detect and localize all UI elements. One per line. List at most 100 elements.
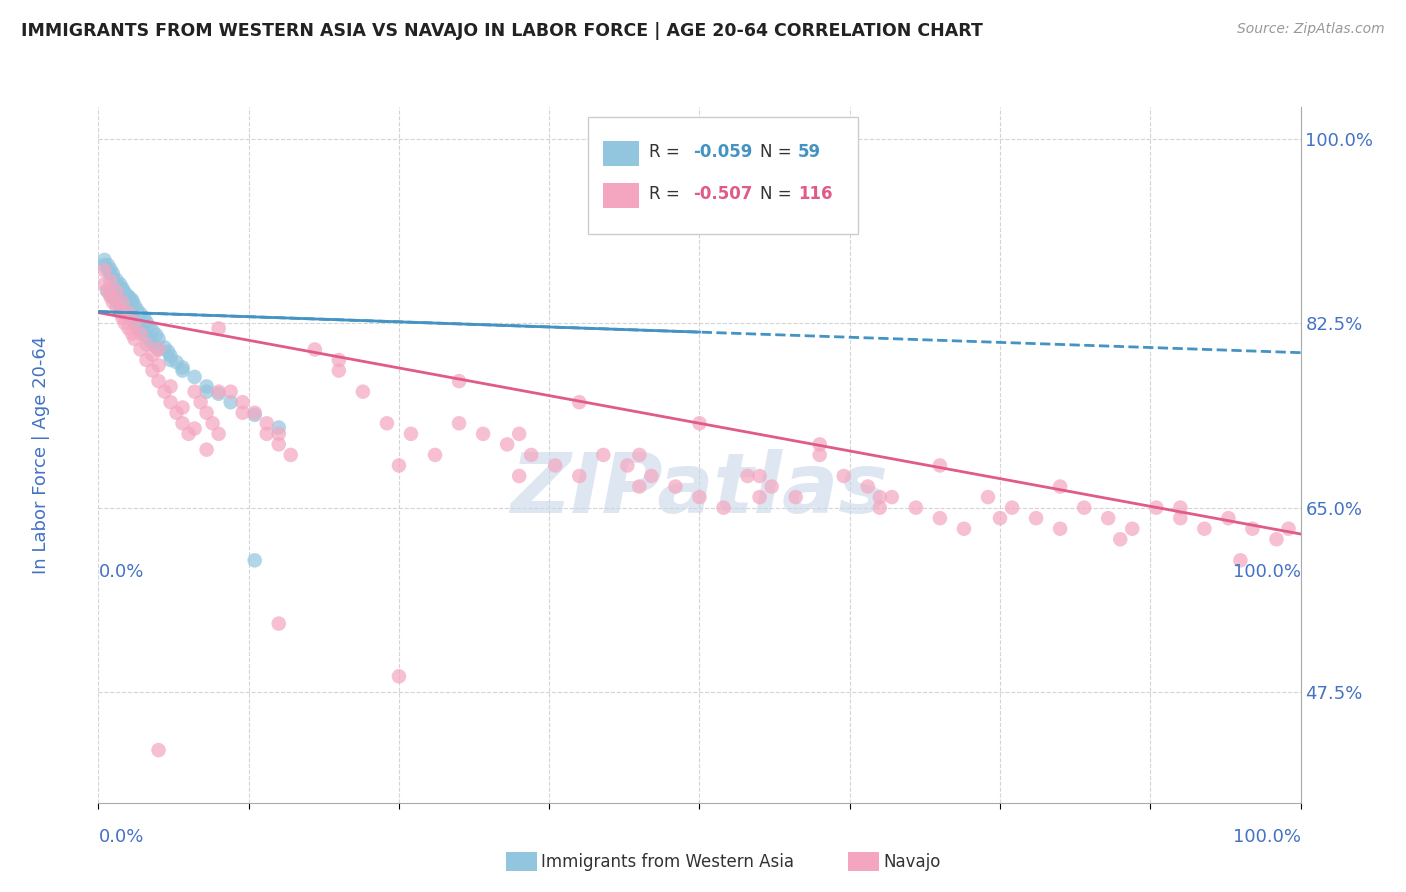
- Point: [96, 284, 118, 298]
- Point: [93, 277, 115, 292]
- Point: [139, 334, 162, 348]
- Point: [129, 343, 152, 357]
- Point: [124, 316, 146, 330]
- Text: In Labor Force | Age 20-64: In Labor Force | Age 20-64: [32, 335, 49, 574]
- Point: [111, 281, 134, 295]
- Point: [1121, 522, 1143, 536]
- Point: [640, 469, 662, 483]
- Point: [97, 285, 120, 299]
- Point: [688, 417, 710, 431]
- Point: [129, 307, 152, 321]
- Point: [195, 379, 218, 393]
- Point: [121, 313, 143, 327]
- Point: [447, 374, 470, 388]
- Point: [928, 458, 950, 473]
- Point: [117, 290, 139, 304]
- Point: [124, 298, 146, 312]
- Point: [159, 395, 181, 409]
- Point: [100, 287, 122, 301]
- Point: [121, 293, 143, 308]
- Point: [243, 406, 266, 420]
- Point: [132, 326, 155, 340]
- FancyBboxPatch shape: [603, 183, 640, 208]
- Point: [988, 511, 1011, 525]
- Point: [114, 304, 136, 318]
- Point: [568, 469, 591, 483]
- Point: [105, 277, 128, 292]
- Point: [159, 379, 181, 393]
- Point: [664, 479, 686, 493]
- Point: [267, 616, 290, 631]
- Point: [256, 426, 278, 441]
- Point: [592, 448, 614, 462]
- Point: [977, 490, 1000, 504]
- Point: [129, 326, 152, 341]
- Text: IMMIGRANTS FROM WESTERN ASIA VS NAVAJO IN LABOR FORCE | AGE 20-64 CORRELATION CH: IMMIGRANTS FROM WESTERN ASIA VS NAVAJO I…: [21, 22, 983, 40]
- Point: [208, 426, 231, 441]
- Point: [141, 324, 163, 338]
- Point: [761, 479, 783, 493]
- Text: 100.0%: 100.0%: [1233, 563, 1301, 581]
- Point: [125, 317, 148, 331]
- Point: [1265, 533, 1288, 547]
- Point: [856, 479, 879, 493]
- Point: [256, 417, 278, 431]
- Point: [101, 270, 124, 285]
- Point: [97, 258, 120, 272]
- Point: [1218, 511, 1240, 525]
- FancyBboxPatch shape: [588, 118, 858, 235]
- Text: R =: R =: [650, 185, 679, 203]
- Point: [280, 448, 302, 462]
- Point: [124, 332, 146, 346]
- Point: [520, 448, 543, 462]
- Point: [1001, 500, 1024, 515]
- Point: [832, 469, 855, 483]
- Point: [93, 252, 115, 267]
- Point: [1109, 533, 1132, 547]
- Point: [100, 267, 122, 281]
- Point: [159, 349, 181, 363]
- Point: [117, 321, 139, 335]
- Point: [880, 490, 903, 504]
- Point: [232, 395, 254, 409]
- Point: [219, 384, 242, 399]
- Point: [138, 319, 160, 334]
- Point: [114, 316, 136, 330]
- Point: [713, 500, 735, 515]
- Point: [111, 295, 134, 310]
- Point: [496, 437, 519, 451]
- Text: N =: N =: [759, 144, 792, 161]
- Text: 0.0%: 0.0%: [98, 563, 143, 581]
- Point: [208, 386, 231, 401]
- Point: [1277, 522, 1299, 536]
- Point: [177, 426, 200, 441]
- Point: [148, 343, 170, 357]
- Point: [183, 421, 205, 435]
- Point: [232, 406, 254, 420]
- Point: [1073, 500, 1095, 515]
- Point: [472, 426, 495, 441]
- Point: [1025, 511, 1047, 525]
- Point: [135, 315, 157, 329]
- Point: [304, 343, 326, 357]
- Point: [172, 360, 194, 375]
- Point: [208, 321, 231, 335]
- Point: [928, 511, 950, 525]
- Point: [105, 273, 128, 287]
- Point: [135, 353, 157, 368]
- Point: [101, 267, 124, 281]
- Point: [195, 442, 218, 457]
- Point: [172, 417, 194, 431]
- Point: [172, 363, 194, 377]
- Point: [737, 469, 759, 483]
- Point: [141, 348, 163, 362]
- Point: [267, 426, 290, 441]
- Point: [108, 281, 131, 295]
- FancyBboxPatch shape: [603, 141, 640, 166]
- Point: [159, 353, 181, 368]
- Point: [195, 406, 218, 420]
- Point: [628, 448, 651, 462]
- Point: [508, 469, 530, 483]
- Point: [423, 448, 446, 462]
- Point: [388, 669, 411, 683]
